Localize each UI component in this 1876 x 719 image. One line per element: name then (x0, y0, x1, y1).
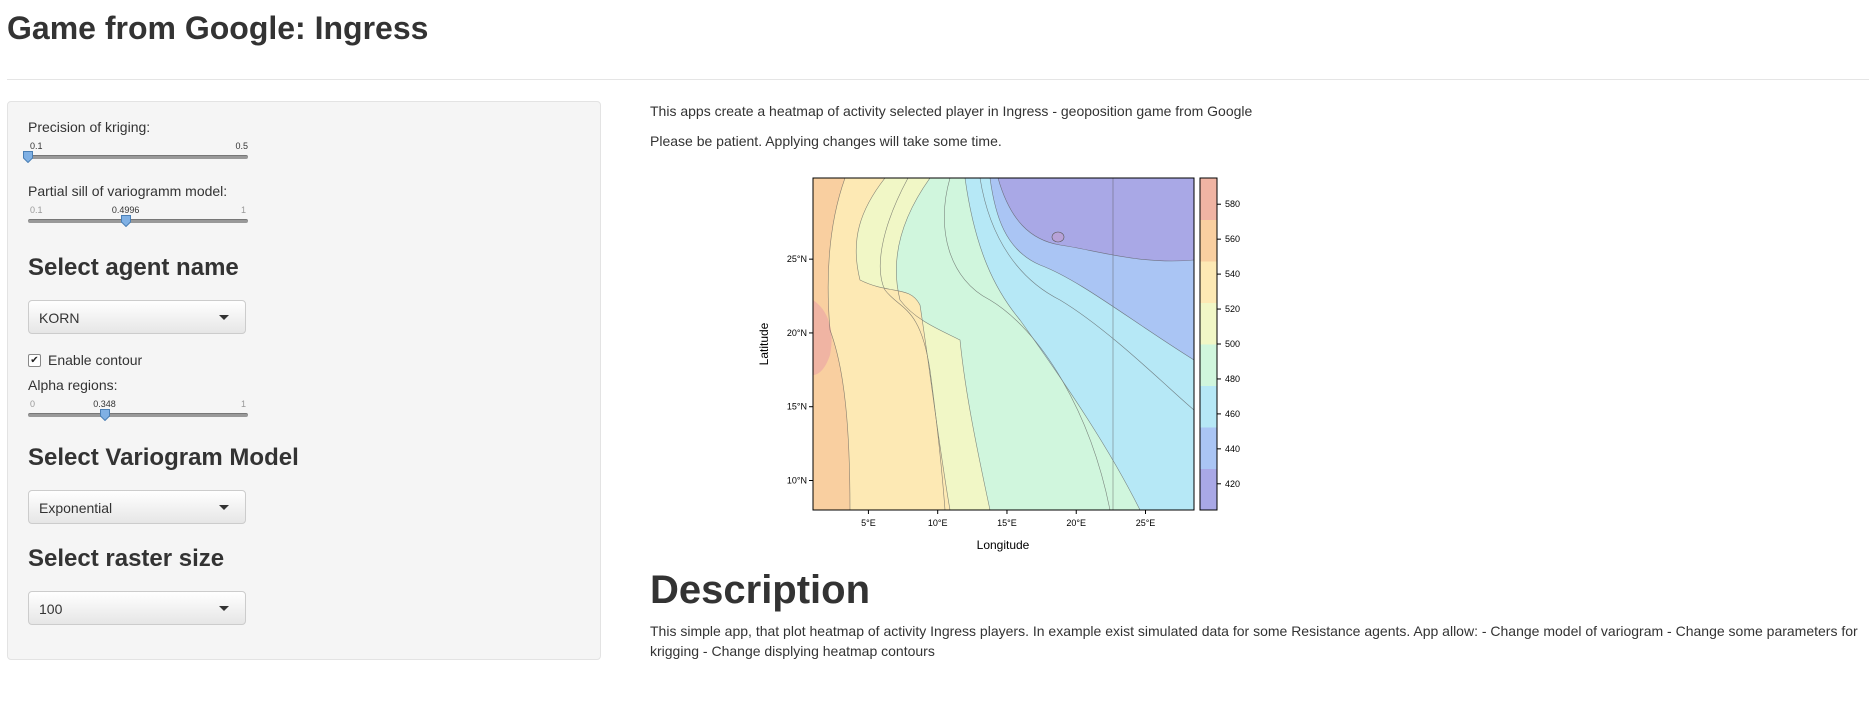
colorbar-tick-label: 480 (1225, 374, 1240, 384)
x-tick-label: 10°E (928, 518, 948, 528)
patience-note: Please be patient. Applying changes will… (650, 133, 1002, 149)
sill-value: 0.4996 (111, 205, 140, 215)
sill-min: 0.1 (30, 205, 43, 215)
alpha-slider[interactable]: 0 0.348 1 (28, 399, 248, 431)
slider-track[interactable] (28, 155, 248, 159)
colorbar-tick-label: 440 (1225, 444, 1240, 454)
region-min-blob (1051, 231, 1065, 243)
contour-checkbox[interactable]: ✔ (28, 354, 41, 367)
x-tick-label: 20°E (1066, 518, 1086, 528)
y-tick-label: 20°N (787, 328, 807, 338)
page-title: Game from Google: Ingress (7, 10, 429, 46)
colorbar-segment (1200, 219, 1217, 262)
colorbar-tick-label: 460 (1225, 409, 1240, 419)
region-very-high (813, 178, 850, 510)
alpha-label: Alpha regions: (28, 377, 118, 393)
colorbar-tick-label: 580 (1225, 199, 1240, 209)
y-tick-label: 10°N (787, 475, 807, 485)
raster-heading: Select raster size (28, 545, 225, 572)
contour-lines (827, 178, 1194, 510)
heatmap-chart: 5°E 10°E 15°E 20°E 25°E 10°N 15°N 20°N 25°N Lon… (757, 177, 1240, 552)
colorbar-segment (1200, 261, 1217, 303)
y-tick-label: 25°N (787, 254, 807, 264)
region-peak (813, 300, 832, 375)
y-tick-label: 15°N (787, 402, 807, 412)
raster-select[interactable]: 100 (28, 591, 246, 625)
sidebar-panel: Precision of kriging: 0.1 0.5 Partial si… (7, 101, 601, 660)
kriging-slider[interactable]: 0.1 0.5 (23, 141, 248, 173)
y-axis-label: Latitude (757, 322, 771, 365)
contour-label: Enable contour (48, 352, 143, 368)
colorbar: 420 440 460 480 500 520 540 560 580 (1199, 177, 1240, 511)
colorbar-segment (1200, 468, 1217, 511)
description-body: This simple app, that plot heatmap of ac… (650, 623, 1858, 659)
x-axis-label: Longitude (977, 538, 1030, 552)
variogram-heading: Select Variogram Model (28, 444, 299, 471)
raster-selected: 100 (39, 601, 63, 617)
colorbar-tick-label: 520 (1225, 304, 1240, 314)
slider-handle[interactable] (120, 215, 131, 227)
slider-track[interactable] (28, 219, 248, 223)
agent-selected: KORN (39, 310, 80, 326)
colorbar-tick-label: 540 (1225, 269, 1240, 279)
heatmap-field (813, 178, 1194, 510)
variogram-selected: Exponential (39, 500, 113, 516)
intro-text: This apps create a heatmap of activity s… (650, 103, 1253, 119)
y-axis: 10°N 15°N 20°N 25°N (787, 254, 813, 485)
kriging-label: Precision of kriging: (28, 119, 151, 135)
colorbar-tick-label: 420 (1225, 479, 1240, 489)
colorbar-segment (1200, 178, 1217, 220)
slider-handle[interactable] (99, 409, 110, 421)
agent-heading: Select agent name (28, 254, 239, 281)
caret-down-icon (219, 606, 229, 611)
x-tick-label: 25°E (1136, 518, 1156, 528)
alpha-max: 1 (240, 399, 246, 409)
plot-frame (812, 177, 1195, 511)
colorbar-tick-label: 560 (1225, 234, 1240, 244)
x-tick-label: 15°E (997, 518, 1017, 528)
sill-label: Partial sill of variogramm model: (28, 183, 228, 199)
caret-down-icon (219, 505, 229, 510)
alpha-value: 0.348 (93, 399, 116, 409)
kriging-max: 0.5 (235, 141, 248, 151)
sill-slider[interactable]: 0.1 0.4996 1 (28, 205, 248, 237)
variogram-select[interactable]: Exponential (28, 490, 246, 524)
slider-handle[interactable] (23, 151, 33, 163)
colorbar-segment (1200, 385, 1217, 428)
slider-track[interactable] (28, 413, 248, 417)
agent-select[interactable]: KORN (28, 300, 246, 334)
kriging-min: 0.1 (30, 141, 43, 151)
header-divider (7, 79, 1869, 80)
colorbar-segment (1200, 302, 1217, 345)
colorbar-segment (1200, 344, 1217, 386)
x-tick-label: 5°E (861, 518, 876, 528)
colorbar-segment (1200, 427, 1217, 469)
description-heading: Description (650, 568, 871, 612)
region-lowest (998, 178, 1194, 262)
x-axis: 5°E 10°E 15°E 20°E 25°E (861, 510, 1155, 528)
caret-down-icon (219, 315, 229, 320)
alpha-min: 0 (30, 399, 36, 409)
colorbar-tick-label: 500 (1225, 339, 1240, 349)
sill-max: 1 (240, 205, 246, 215)
